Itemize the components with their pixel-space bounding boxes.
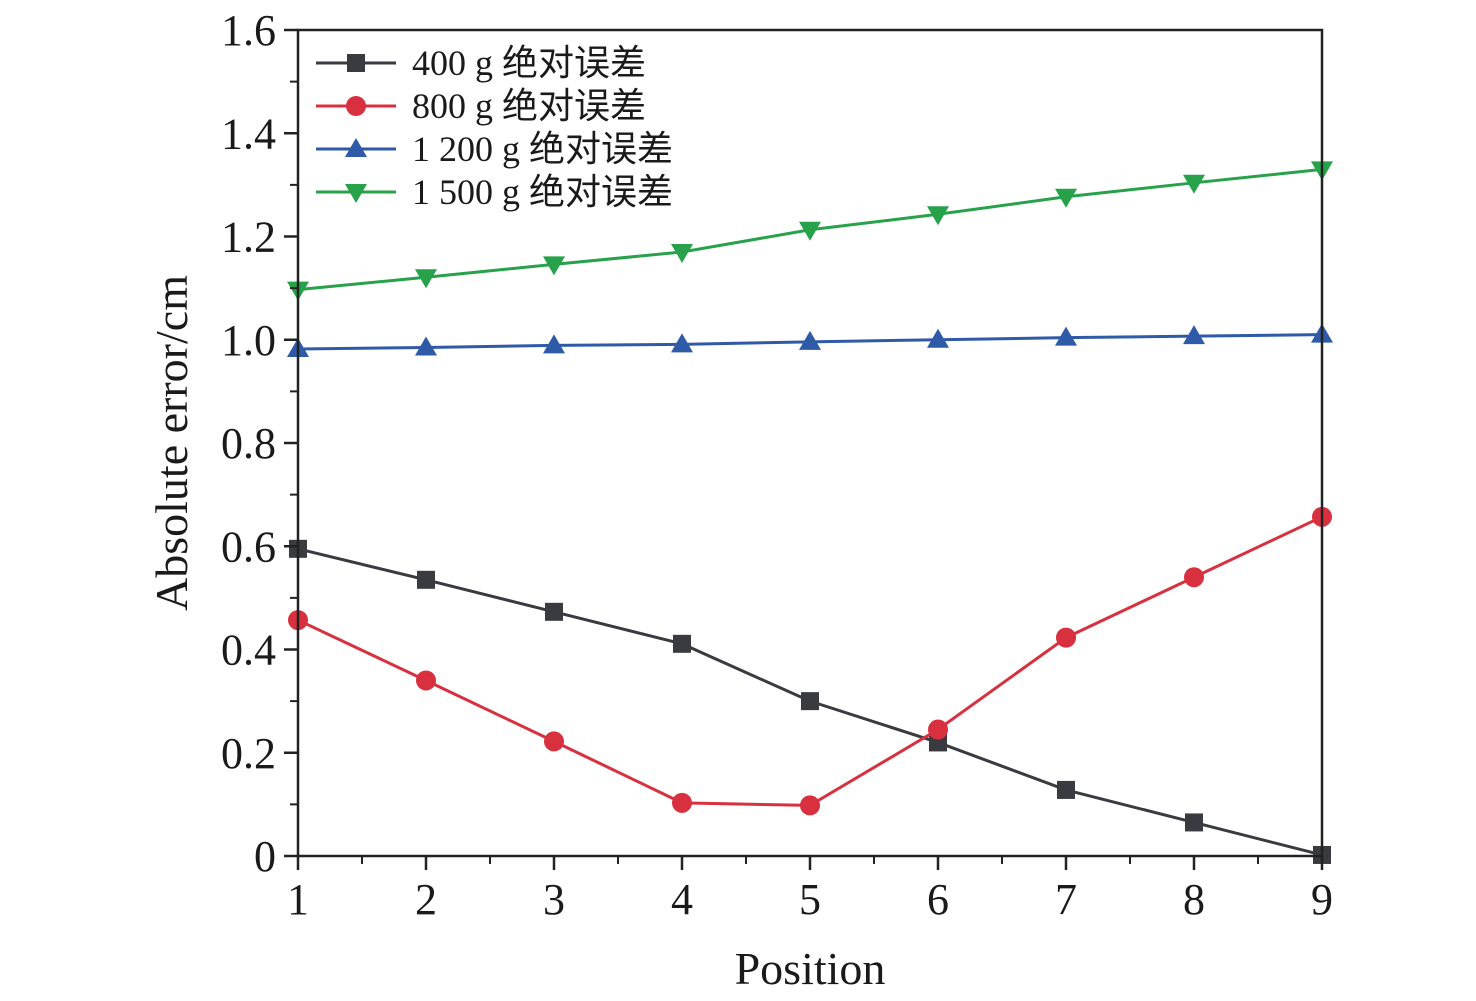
y-tick-label: 0.2 [221,729,276,778]
x-tick-label: 2 [415,875,437,924]
data-point [927,206,949,226]
legend-marker [347,54,365,72]
x-tick-label: 1 [287,875,309,924]
x-tick-label: 6 [927,875,949,924]
data-point [799,221,821,241]
plot-layer [287,161,1333,864]
y-tick-label: 1.4 [221,109,276,158]
x-tick-label: 7 [1055,875,1077,924]
legend-label: 1 500 g 绝对误差 [412,172,673,212]
x-tick-label: 5 [799,875,821,924]
legend-marker [346,96,366,116]
data-point [1183,174,1205,194]
x-axis-title: Position [735,943,886,994]
data-point [543,334,565,354]
data-point [1183,325,1205,345]
data-point [671,333,693,353]
data-point [673,634,691,653]
legend-marker [345,138,367,157]
x-tick-label: 8 [1183,875,1205,924]
data-point [1056,627,1076,648]
y-tick-label: 0 [254,832,276,881]
data-point [799,330,821,350]
data-point [544,731,564,752]
x-tick-label: 3 [543,875,565,924]
data-point [672,792,692,813]
y-axis-title: Absolute error/cm [146,275,197,611]
y-tick-label: 0.4 [221,626,276,675]
data-point [1185,813,1203,832]
y-tick-label: 0.8 [221,419,276,468]
legend-label: 1 200 g 绝对误差 [412,129,673,169]
legend-label: 800 g 绝对误差 [412,86,646,126]
data-point [543,256,565,276]
ticks-layer: 1 2 3 4 5 6 7 8 9 0 0.2 0.4 0.6 0.8 1.0 1.2 1.4 1.6 [221,6,1333,924]
legend-item: 800 g 绝对误差 [316,86,646,126]
legend-marker [345,184,367,203]
data-point [1055,188,1077,208]
data-point [545,602,563,621]
y-tick-label: 0.6 [221,522,276,571]
series-3 [287,323,1333,358]
y-tick-label: 1.6 [221,6,276,55]
data-point [927,328,949,348]
series-line [297,515,1323,807]
data-point [928,719,948,740]
y-tick-label: 1.0 [221,316,276,365]
legend-item: 1 500 g 绝对误差 [316,172,673,212]
legend-item: 400 g 绝对误差 [316,43,646,83]
data-point [415,336,437,356]
x-tick-label: 4 [671,875,693,924]
y-tick-label: 1.2 [221,213,276,262]
data-point [1055,326,1077,346]
data-point [1184,567,1204,588]
data-point [415,269,437,289]
legend-label: 400 g 绝对误差 [412,43,646,83]
data-point [1057,780,1075,799]
data-point [417,570,435,589]
data-point [671,243,693,263]
data-point [416,670,436,691]
series-2 [288,506,1332,816]
data-point [800,795,820,816]
x-tick-label: 9 [1311,875,1333,924]
data-point [801,692,819,711]
legend-item: 1 200 g 绝对误差 [316,129,673,169]
